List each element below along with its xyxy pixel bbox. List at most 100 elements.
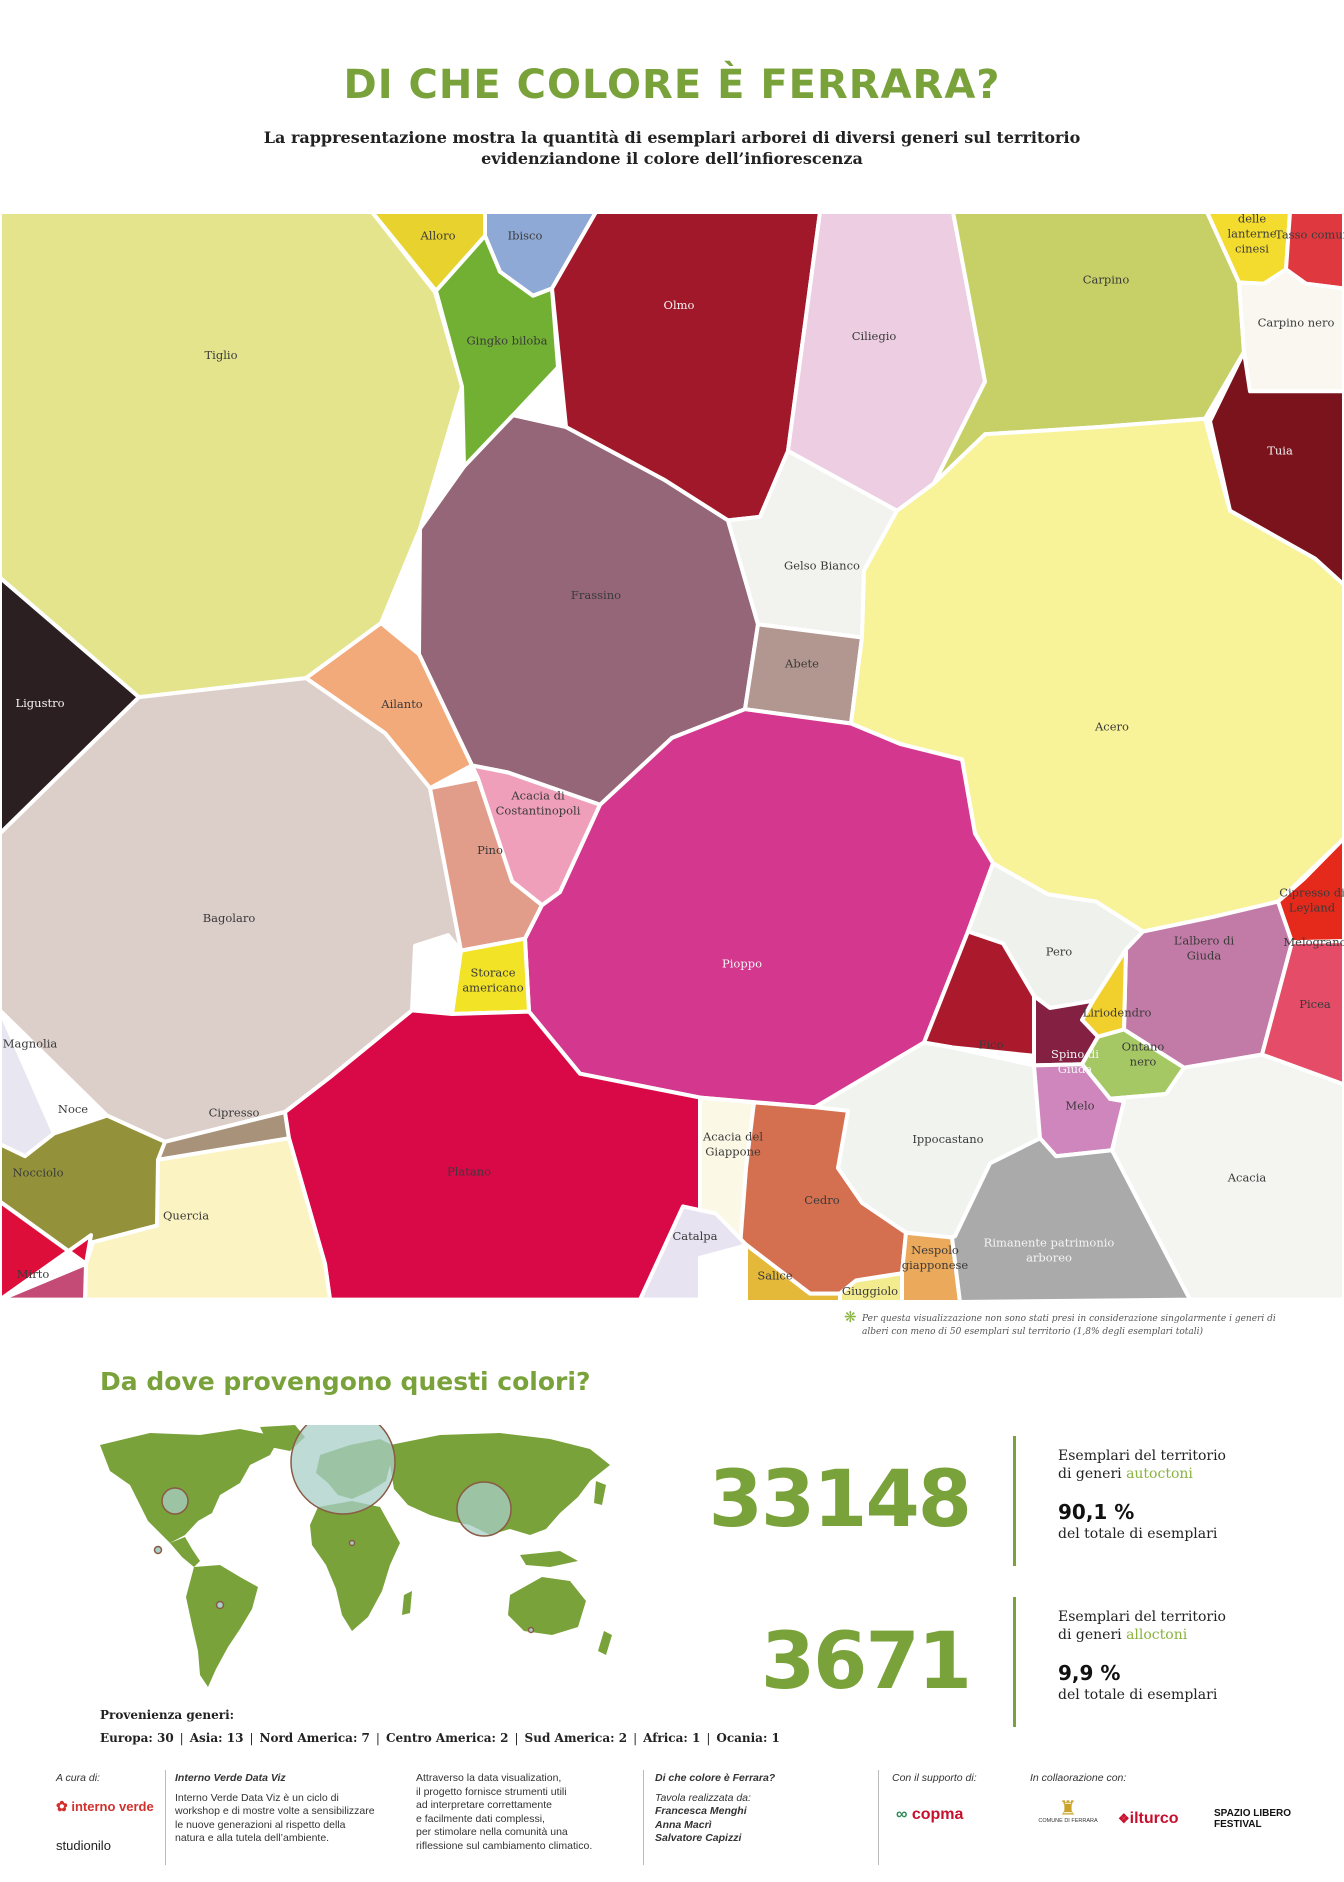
bubble-oceania: [527, 1626, 535, 1634]
label-liriodendro: Liriodendro: [1083, 1005, 1152, 1019]
collab-label: In collaorazione con:: [1030, 1772, 1127, 1784]
label-acacia-del-giappone: Acacia del Giappone: [702, 1129, 763, 1158]
project-title: Interno Verde Data Viz: [175, 1772, 286, 1784]
subtitle-line-2: evidenziandone il colore dell’infioresce…: [481, 149, 863, 168]
alien-label-accent: alloctoni: [1126, 1627, 1188, 1643]
crest-icon: ♜: [1059, 1796, 1077, 1820]
indonesia-shape: [520, 1551, 578, 1567]
label-rimanente-patrimonio-arboreo: Rimanente patrimonio arboreo: [984, 1236, 1115, 1265]
bubble-asia: [456, 1481, 512, 1537]
provenance-item-nord-america: Nord America: 7: [259, 1731, 370, 1745]
cell-catalpa: [638, 1204, 748, 1302]
alien-percent: 9,9 %: [1058, 1661, 1121, 1685]
credits-title: Di che colore è Ferrara?: [655, 1772, 776, 1784]
label-carpino-nero: Carpino nero: [1258, 316, 1335, 330]
label-storace-americano: Storace americano: [462, 966, 523, 995]
purpose-text-line: e facilmente dati complessi,: [416, 1812, 545, 1825]
alien-divider: [1013, 1597, 1016, 1727]
footnote: ❋ Per questa visualizzazione non sono st…: [844, 1310, 1282, 1339]
madagascar-shape: [402, 1591, 412, 1615]
footer-curated: A cura di:: [56, 1772, 156, 1792]
label-pioppo: Pioppo: [722, 956, 762, 970]
label-platano: Platano: [447, 1164, 491, 1178]
provenance-separator: |: [633, 1731, 638, 1745]
provenance-separator: |: [249, 1731, 254, 1745]
project-text-line: le nuove generazioni al rispetto della: [175, 1818, 346, 1831]
provenance-list: Europa: 30 | Asia: 13 | Nord America: 7 | Cent…: [100, 1731, 780, 1745]
provenance-item-sud-america: Sud America: 2: [524, 1731, 628, 1745]
studionilo-logo: studionilo: [56, 1838, 111, 1853]
origins-heading: Da dove provengono questi colori?: [100, 1367, 591, 1396]
label-carpino: Carpino: [1083, 273, 1130, 287]
label-olmo: Olmo: [664, 298, 695, 312]
provenance-separator: |: [375, 1731, 380, 1745]
australia-shape: [508, 1577, 586, 1635]
label-quercia: Quercia: [163, 1209, 209, 1223]
label-ciliegio: Ciliegio: [852, 329, 897, 343]
provenance-item-africa: Africa: 1: [643, 1731, 701, 1745]
alien-label-2: di generi: [1058, 1627, 1127, 1643]
label-tasso-comune: Tasso comune: [1275, 227, 1344, 241]
label-nocciolo: Nocciolo: [12, 1166, 63, 1180]
voronoi-treemap: Tiglio Alloro Ibisco Gingko biloba Olmo Cilie…: [0, 212, 1344, 1302]
page-title: DI CHE COLORE È FERRARA?: [343, 62, 1001, 108]
credits-label: Tavola realizzata da:: [655, 1791, 751, 1804]
label-ligustro: Ligustro: [15, 696, 64, 710]
purpose-text-line: per stimolare nella comunità una: [416, 1826, 568, 1838]
alien-label-1: Esemplari del territorio: [1058, 1609, 1226, 1625]
project-text-line: Interno Verde Data Viz è un ciclo di: [175, 1791, 339, 1804]
footnote-text: Per questa visualizzazione non sono stat…: [862, 1314, 1276, 1337]
label-tuia: Tuia: [1267, 444, 1293, 458]
native-label-accent: autoctoni: [1126, 1466, 1193, 1482]
cell-quercia: [83, 1136, 332, 1302]
provenance-separator: |: [514, 1731, 519, 1745]
world-map: [100, 1425, 612, 1687]
asterisk-icon: ❋: [844, 1308, 857, 1326]
cell-picea: [1260, 939, 1344, 1087]
project-text-line: natura e alla tutela dell’ambiente.: [175, 1832, 330, 1844]
project-text: Interno Verde Data Viz è un ciclo di work…: [175, 1792, 385, 1846]
bubble-north-america: [161, 1487, 189, 1515]
label-abete: Abete: [784, 656, 819, 670]
subtitle-line-1: La rappresentazione mostra la quantità d…: [263, 128, 1081, 147]
label-acero: Acero: [1094, 720, 1129, 734]
curated-label: A cura di:: [56, 1772, 100, 1784]
alien-stats: Esemplari del territorio di generi alloc…: [1058, 1608, 1278, 1704]
native-percent: 90,1 %: [1058, 1500, 1135, 1524]
purpose-text-line: riflessione sul cambiamento climatico.: [416, 1839, 593, 1852]
purpose-text-line: il progetto fornisce strumenti utili: [416, 1785, 567, 1798]
interno-verde-icon: ✿: [56, 1798, 68, 1814]
project-text-line: workshop e di mostre volte a sensibilizz…: [175, 1805, 375, 1817]
provenance-item-europa: Europa: 30: [100, 1731, 174, 1745]
footer-collab: In collaorazione con:: [1030, 1772, 1230, 1792]
africa-shape: [310, 1501, 400, 1631]
purpose-text-line: ad interpretare correttamente: [416, 1799, 552, 1811]
label-salice: Salice: [757, 1268, 793, 1282]
label-cipresso: Cipresso: [209, 1106, 260, 1120]
ilturco-icon: ❖: [1118, 1811, 1130, 1826]
page-subtitle: La rappresentazione mostra la quantità d…: [0, 127, 1344, 169]
interno-verde-logo: ✿ interno verde: [56, 1798, 154, 1814]
provenance-separator: |: [179, 1731, 184, 1745]
label-ibisco: Ibisco: [508, 229, 543, 243]
origin-bubbles: [153, 1425, 535, 1634]
native-count: 33148: [708, 1455, 972, 1545]
label-picea: Picea: [1299, 997, 1331, 1011]
cell-nocciolo: [0, 1199, 93, 1302]
comune-logo: ♜ COMUNE DI FERRARA: [1032, 1798, 1104, 1824]
south-america-shape: [186, 1565, 258, 1687]
support-label: Con il supporto di:: [892, 1772, 977, 1784]
label-catalpa: Catalpa: [672, 1229, 717, 1243]
footer-project: Interno Verde Data Viz Interno Verde Dat…: [175, 1772, 385, 1846]
footer-divider-2: [643, 1770, 644, 1865]
cell-carpino-nero: [1237, 267, 1344, 394]
alien-percent-label: del totale di esemplari: [1058, 1687, 1218, 1703]
native-percent-label: del totale di esemplari: [1058, 1526, 1218, 1542]
label-fico: Fico: [978, 1038, 1003, 1052]
cell-abete: [743, 622, 864, 726]
provenance-title: Provenienza generi:: [100, 1708, 235, 1722]
label-cipresso-di-leyland: Cipresso di Leyland: [1279, 886, 1344, 915]
cell-mirto: [0, 1261, 88, 1302]
central-america-shape: [170, 1537, 200, 1567]
footer-purpose: Attraverso la data visualization, il prog…: [416, 1772, 626, 1853]
